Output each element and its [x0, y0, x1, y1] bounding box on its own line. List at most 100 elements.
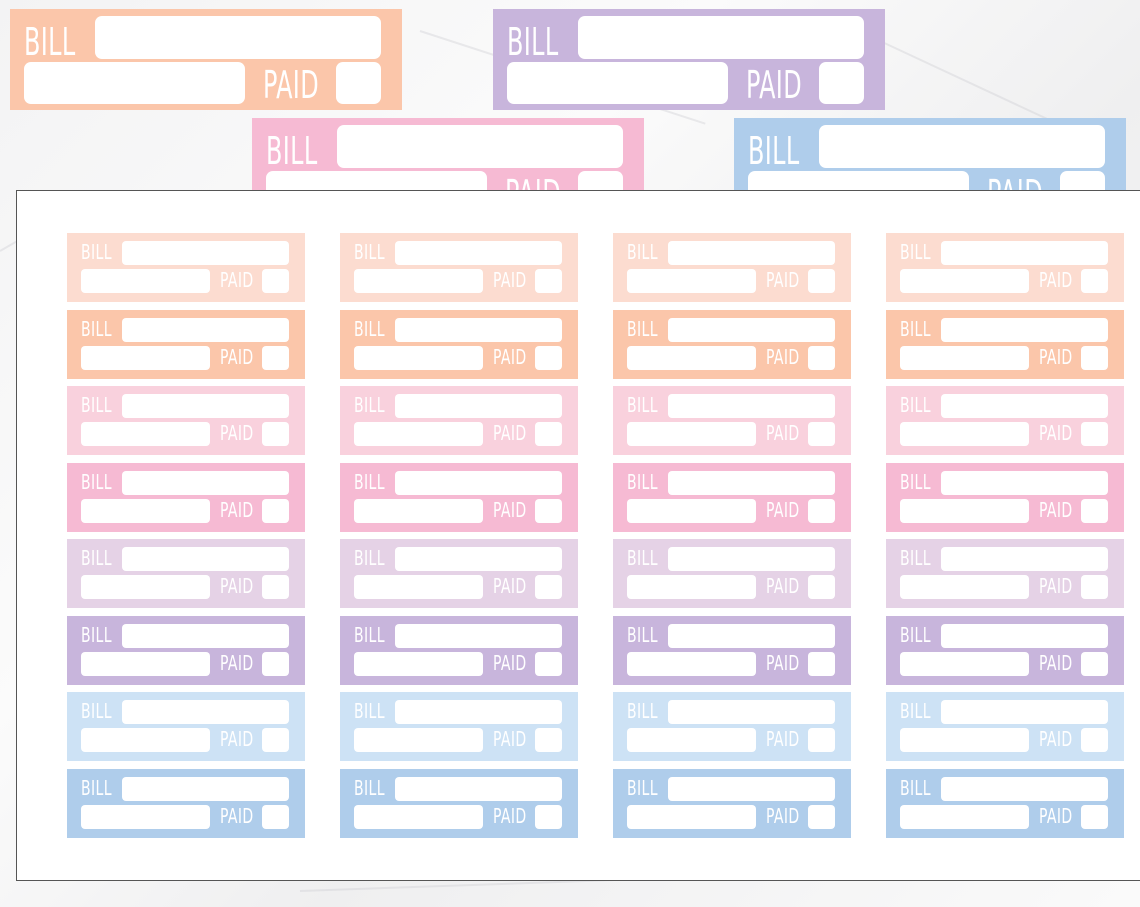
- bill-name-box: [395, 394, 562, 418]
- paid-checkbox: [808, 804, 835, 829]
- bill-amount-box: [354, 575, 483, 599]
- bill-sticker: BILL PAID: [886, 386, 1124, 455]
- bill-amount-box: [354, 422, 483, 446]
- bill-name-box: [668, 317, 835, 342]
- bill-name-box: [395, 776, 562, 801]
- bill-name-box: [941, 317, 1108, 342]
- bill-name-box: [395, 317, 562, 342]
- bill-sticker: BILL PAID: [613, 539, 851, 608]
- bill-sticker: BILL PAID: [67, 615, 305, 685]
- bill-name-box: [668, 700, 835, 724]
- bill-name-box: [668, 623, 835, 648]
- bill-amount-box: [627, 651, 756, 676]
- paid-checkbox: [262, 728, 289, 752]
- bill-amount-box: [900, 498, 1029, 523]
- bill-label: BILL: [81, 240, 112, 264]
- bill-sticker: BILL PAID: [10, 9, 402, 110]
- bill-name-box: [941, 547, 1108, 571]
- paid-checkbox: [1081, 804, 1108, 829]
- bill-sticker: BILL PAID: [613, 768, 851, 838]
- bill-name-box: [122, 394, 289, 418]
- bill-sticker: BILL PAID: [886, 692, 1124, 761]
- bill-sticker: BILL PAID: [340, 768, 578, 838]
- paid-label: PAID: [220, 803, 254, 828]
- bill-sticker: BILL PAID: [340, 386, 578, 455]
- paid-checkbox: [1081, 422, 1108, 446]
- bill-name-box: [95, 16, 381, 59]
- paid-checkbox: [262, 575, 289, 599]
- paid-label: PAID: [220, 268, 254, 292]
- paid-label: PAID: [766, 803, 800, 828]
- paid-label: PAID: [220, 497, 254, 522]
- paid-label: PAID: [493, 497, 527, 522]
- bill-amount-box: [900, 345, 1029, 370]
- bill-sticker: BILL PAID: [340, 233, 578, 302]
- bill-amount-box: [900, 651, 1029, 676]
- paid-checkbox: [535, 651, 562, 676]
- paid-checkbox: [535, 345, 562, 370]
- paid-checkbox: [336, 62, 381, 104]
- paid-label: PAID: [493, 574, 527, 598]
- bill-amount-box: [627, 575, 756, 599]
- bill-name-box: [819, 125, 1105, 168]
- paid-checkbox: [1081, 498, 1108, 523]
- bill-amount-box: [24, 62, 245, 104]
- paid-label: PAID: [263, 63, 319, 107]
- bill-name-box: [941, 776, 1108, 801]
- paid-label: PAID: [766, 268, 800, 292]
- bill-label: BILL: [627, 469, 658, 494]
- paid-label: PAID: [220, 421, 254, 445]
- bill-amount-box: [627, 728, 756, 752]
- bill-label: BILL: [354, 240, 385, 264]
- bill-name-box: [122, 623, 289, 648]
- bill-sticker: BILL PAID: [493, 9, 885, 110]
- bill-amount-box: [354, 345, 483, 370]
- bill-label: BILL: [266, 129, 318, 173]
- bill-amount-box: [81, 804, 210, 829]
- bill-amount-box: [354, 651, 483, 676]
- paid-label: PAID: [1039, 803, 1073, 828]
- paid-checkbox: [262, 422, 289, 446]
- paid-label: PAID: [493, 803, 527, 828]
- bill-sticker: BILL PAID: [340, 615, 578, 685]
- paid-checkbox: [262, 498, 289, 523]
- bill-sticker: BILL PAID: [67, 386, 305, 455]
- bill-sticker: BILL PAID: [340, 462, 578, 532]
- bill-sticker: BILL PAID: [613, 692, 851, 761]
- bill-name-box: [395, 547, 562, 571]
- paid-label: PAID: [493, 727, 527, 751]
- bill-label: BILL: [900, 622, 931, 647]
- paid-label: PAID: [766, 727, 800, 751]
- bill-amount-box: [354, 804, 483, 829]
- bill-label: BILL: [900, 469, 931, 494]
- paid-label: PAID: [493, 344, 527, 369]
- bill-amount-box: [81, 575, 210, 599]
- bill-label: BILL: [627, 622, 658, 647]
- bill-name-box: [395, 470, 562, 495]
- bill-label: BILL: [627, 240, 658, 264]
- bill-label: BILL: [81, 393, 112, 417]
- bill-sticker: BILL PAID: [340, 692, 578, 761]
- paid-checkbox: [808, 269, 835, 293]
- bill-amount-box: [900, 575, 1029, 599]
- bill-sticker: BILL PAID: [67, 768, 305, 838]
- bill-label: BILL: [81, 469, 112, 494]
- paid-checkbox: [808, 422, 835, 446]
- bill-amount-box: [81, 498, 210, 523]
- bill-sticker: BILL PAID: [886, 768, 1124, 838]
- bill-amount-box: [627, 345, 756, 370]
- paid-checkbox: [535, 728, 562, 752]
- paid-label: PAID: [493, 268, 527, 292]
- bill-amount-box: [81, 345, 210, 370]
- paid-label: PAID: [220, 574, 254, 598]
- paid-label: PAID: [1039, 344, 1073, 369]
- bill-name-box: [122, 317, 289, 342]
- bill-name-box: [578, 16, 864, 59]
- sticker-grid: BILL PAID BILL PAID BILL PAID BILL PAID BILL PAID…: [67, 233, 1124, 838]
- bill-sticker: BILL PAID: [340, 539, 578, 608]
- paid-checkbox: [1081, 575, 1108, 599]
- paid-label: PAID: [766, 574, 800, 598]
- paid-checkbox: [808, 498, 835, 523]
- paid-label: PAID: [220, 344, 254, 369]
- bill-name-box: [668, 547, 835, 571]
